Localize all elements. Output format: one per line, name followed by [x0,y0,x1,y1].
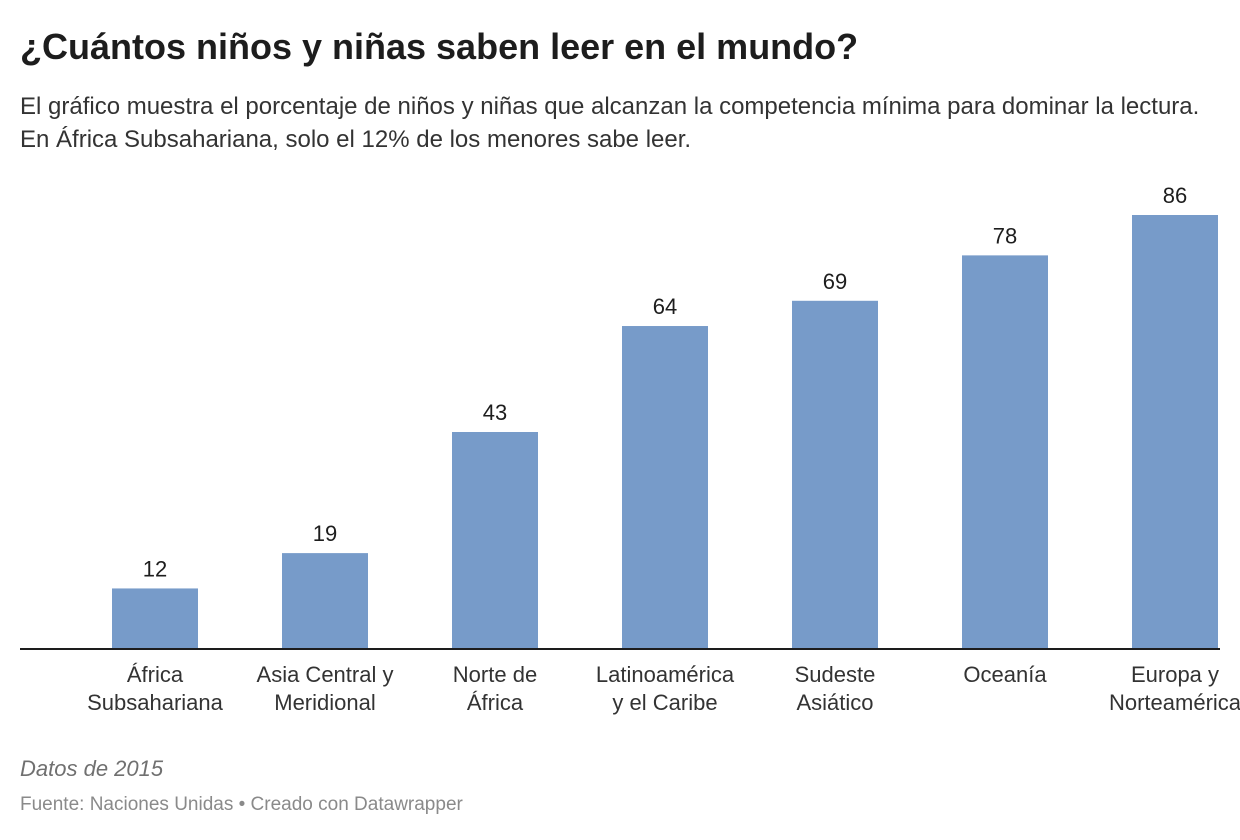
x-tick-label: Latinoamérica [596,662,735,687]
bar [112,588,198,649]
x-tick-label: Oceanía [963,662,1047,687]
chart-title: ¿Cuántos niños y niñas saben leer en el … [20,26,859,67]
x-tick-label: Norte de [453,662,537,687]
source-credit: Fuente: Naciones Unidas • Creado con Dat… [20,794,463,815]
x-tick-label: Meridional [274,690,376,715]
x-tick-label: Asiático [796,690,873,715]
bar [452,432,538,649]
x-tick-label: Europa y [1131,662,1219,687]
bar [1132,215,1218,649]
data-label: 19 [313,521,337,546]
data-label: 78 [993,223,1017,248]
bar [792,300,878,649]
x-tick-label: Subsahariana [87,690,224,715]
x-tick-label: África [467,690,524,715]
bar-chart: 12 África Subsahariana 19 Asia Central y Meri… [20,183,1240,715]
data-label: 86 [1163,183,1187,208]
bar [962,255,1048,650]
data-label: 12 [143,556,167,581]
bar [282,553,368,649]
x-tick-label: África [127,662,184,687]
bar [622,326,708,649]
chart-subtitle: El gráfico muestra el porcentaje de niño… [20,93,1200,153]
data-label: 64 [653,294,677,319]
data-note: Datos de 2015 [20,756,164,781]
x-tick-label: y el Caribe [612,690,717,715]
data-label: 43 [483,400,507,425]
x-tick-label: Asia Central y [257,662,394,687]
x-tick-label: Norteamérica [1109,690,1240,715]
x-tick-label: Sudeste [795,662,876,687]
data-label: 69 [823,269,847,294]
